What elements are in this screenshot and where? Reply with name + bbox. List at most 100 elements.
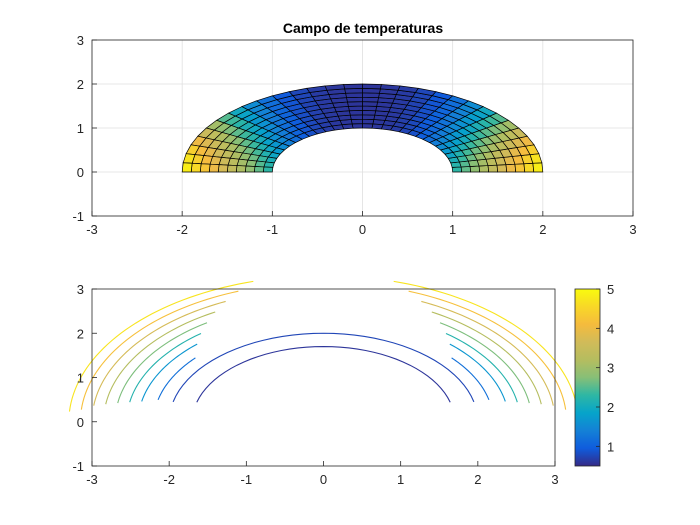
top-x-ticks: -3 -2 -1 0 1 2 3: [86, 211, 637, 237]
mesh-cell: [362, 83, 382, 90]
contour-line: [105, 311, 216, 405]
mesh-cell: [451, 166, 463, 173]
mesh-cell: [181, 162, 193, 173]
mesh-cell: [349, 114, 363, 120]
contour-line: [451, 357, 490, 401]
contour-line: [439, 322, 530, 404]
colorbar-tick-label: 1: [607, 439, 614, 454]
mesh-cell: [362, 96, 379, 103]
contour-line: [129, 332, 202, 403]
mesh-cell: [532, 162, 544, 173]
mesh-cell: [523, 162, 535, 173]
mesh-cell: [226, 164, 238, 173]
mesh-cell: [460, 166, 472, 173]
top-x-tick-label: -3: [86, 222, 98, 237]
mesh-cell: [362, 114, 376, 120]
top-y-ticks: -1 0 1 2 3: [72, 33, 97, 224]
bottom-panel: -3 -2 -1 0 1 2 3 -1 0 1 2 3: [68, 280, 579, 487]
bottom-x-tick-label: 2: [474, 472, 481, 487]
contour-line: [157, 357, 196, 401]
bottom-x-tick-label: 3: [551, 472, 558, 487]
mesh-cell: [199, 163, 211, 173]
mesh-cell: [478, 165, 490, 173]
mesh-cell: [324, 84, 346, 91]
colorbar-tick-label: 4: [607, 321, 614, 336]
mesh-cell: [362, 118, 375, 125]
mesh-cell: [505, 163, 517, 173]
mesh-cell: [379, 84, 401, 91]
chart-title: Campo de temperaturas: [283, 20, 443, 36]
bottom-y-tick-label: 1: [77, 371, 84, 386]
bottom-x-tick-label: 0: [320, 472, 327, 487]
mesh-cell: [351, 123, 363, 129]
top-x-tick-label: 2: [539, 222, 546, 237]
mesh-cell: [469, 165, 481, 173]
bottom-y-tick-label: 2: [77, 326, 84, 341]
bottom-y-tick-label: 3: [77, 282, 84, 297]
mesh-cell: [496, 164, 508, 173]
bottom-x-ticks: -3 -2 -1 0 1 2 3: [86, 461, 559, 487]
bottom-x-tick-label: -3: [86, 472, 98, 487]
top-x-tick-label: -1: [267, 222, 279, 237]
contour-line: [172, 332, 475, 403]
bottom-x-tick-label: -2: [163, 472, 175, 487]
top-y-tick-label: 1: [77, 121, 84, 136]
mesh-cell: [253, 166, 265, 173]
mesh-cell: [343, 83, 363, 90]
colorbar-tick-label: 3: [607, 361, 614, 376]
mesh-cell: [190, 162, 202, 173]
top-y-tick-label: -1: [72, 209, 84, 224]
top-y-tick-label: 2: [77, 77, 84, 92]
contour-line: [421, 300, 554, 406]
top-y-tick-label: 0: [77, 165, 84, 180]
top-panel: Campo de temperaturas -3 -2 -1 0 1 2 3 -1 0 1 2 3: [72, 20, 636, 237]
mesh-cell: [217, 164, 229, 173]
contour-line: [449, 343, 506, 402]
colorbar: 1 2 3 4 5: [574, 282, 614, 467]
colorbar-gradient: [574, 288, 601, 467]
bottom-y-tick-label: 0: [77, 415, 84, 430]
colorbar-ticks: 1 2 3 4 5: [596, 282, 614, 454]
colorbar-tick-label: 2: [607, 400, 614, 415]
contour-line: [117, 322, 208, 404]
contour-line: [393, 280, 579, 412]
colorbar-tick-label: 5: [607, 282, 614, 297]
contour-line: [68, 280, 254, 412]
top-x-tick-label: -2: [176, 222, 188, 237]
mesh-cell: [346, 101, 363, 107]
mesh-cell: [262, 166, 274, 173]
contour-line: [80, 290, 239, 410]
mesh-cell: [235, 165, 247, 173]
mesh-cell: [350, 118, 363, 125]
contour-line: [196, 345, 451, 403]
top-x-tick-label: 1: [449, 222, 456, 237]
mesh-cell: [348, 110, 363, 116]
mesh-cell: [514, 163, 526, 173]
mesh-cell: [345, 92, 363, 98]
mesh-cell: [362, 92, 380, 98]
temperature-contours: [68, 280, 579, 412]
bottom-y-ticks: -1 0 1 2 3: [72, 282, 97, 474]
bottom-y-tick-label: -1: [72, 459, 84, 474]
temperature-mesh: [181, 83, 544, 173]
mesh-cell: [347, 105, 363, 112]
top-x-tick-label: 0: [359, 222, 366, 237]
contour-line: [141, 343, 198, 402]
bottom-x-tick-label: -1: [241, 472, 253, 487]
contour-line: [431, 311, 542, 405]
top-x-tick-label: 3: [629, 222, 636, 237]
contour-line: [445, 332, 518, 403]
mesh-cell: [208, 163, 220, 173]
top-y-tick-label: 3: [77, 33, 84, 48]
mesh-cell: [362, 110, 377, 116]
mesh-cell: [346, 96, 363, 103]
mesh-cell: [362, 123, 374, 129]
contour-line: [93, 300, 226, 406]
bottom-plot-area: [92, 289, 555, 466]
bottom-x-tick-label: 1: [397, 472, 404, 487]
contour-line: [408, 290, 567, 410]
mesh-cell: [362, 101, 379, 107]
mesh-cell: [362, 105, 378, 112]
mesh-cell: [487, 164, 499, 173]
